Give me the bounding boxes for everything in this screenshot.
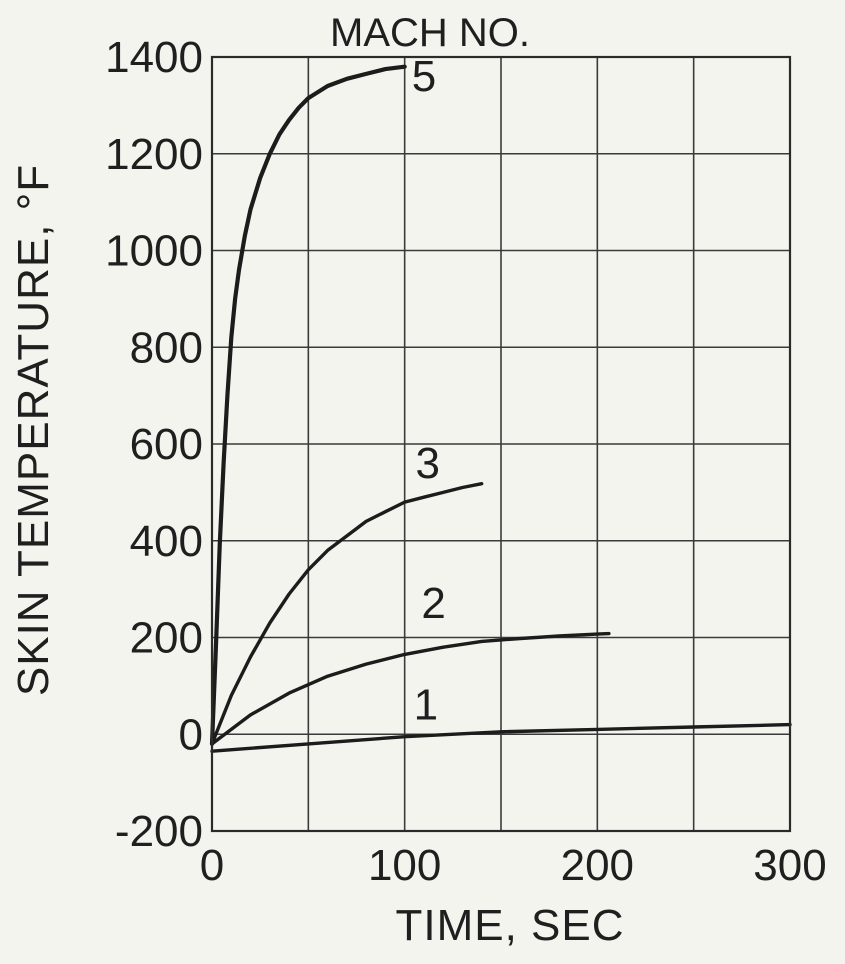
chart-header-mach-no: MACH NO. — [330, 11, 530, 55]
series-labels: 5 3 2 1 — [412, 52, 446, 730]
y-tick-label: 1000 — [105, 227, 203, 276]
x-tick-label: 300 — [753, 841, 826, 890]
series-label-mach-2: 2 — [421, 579, 445, 628]
grid — [212, 57, 790, 831]
plot-frame — [210, 55, 792, 833]
series-line-mach-5 — [209, 64, 407, 746]
y-axis-title: SKIN TEMPERATURE, °F — [9, 164, 58, 696]
series-label-mach-5: 5 — [412, 52, 436, 101]
y-tick-label: -200 — [115, 807, 203, 856]
y-tick-label: 200 — [130, 614, 203, 663]
y-tick-label: 1200 — [105, 130, 203, 179]
y-tick-label: 0 — [179, 710, 203, 759]
series-label-mach-1: 1 — [414, 681, 438, 730]
y-tick-label: 400 — [130, 517, 203, 566]
series-lines — [209, 64, 792, 753]
x-tick-label: 100 — [368, 841, 441, 890]
series-line-mach-3 — [210, 482, 484, 746]
y-tick-label: 1400 — [105, 33, 203, 82]
series-line-mach-1 — [210, 722, 792, 753]
x-tick-label: 200 — [561, 841, 634, 890]
x-tick-label: 0 — [200, 841, 224, 890]
series-label-mach-3: 3 — [416, 439, 440, 488]
y-tick-label: 800 — [130, 323, 203, 372]
series-line-mach-2 — [210, 631, 611, 746]
y-tick-label: 600 — [130, 420, 203, 469]
x-axis-title: TIME, SEC — [395, 901, 624, 950]
